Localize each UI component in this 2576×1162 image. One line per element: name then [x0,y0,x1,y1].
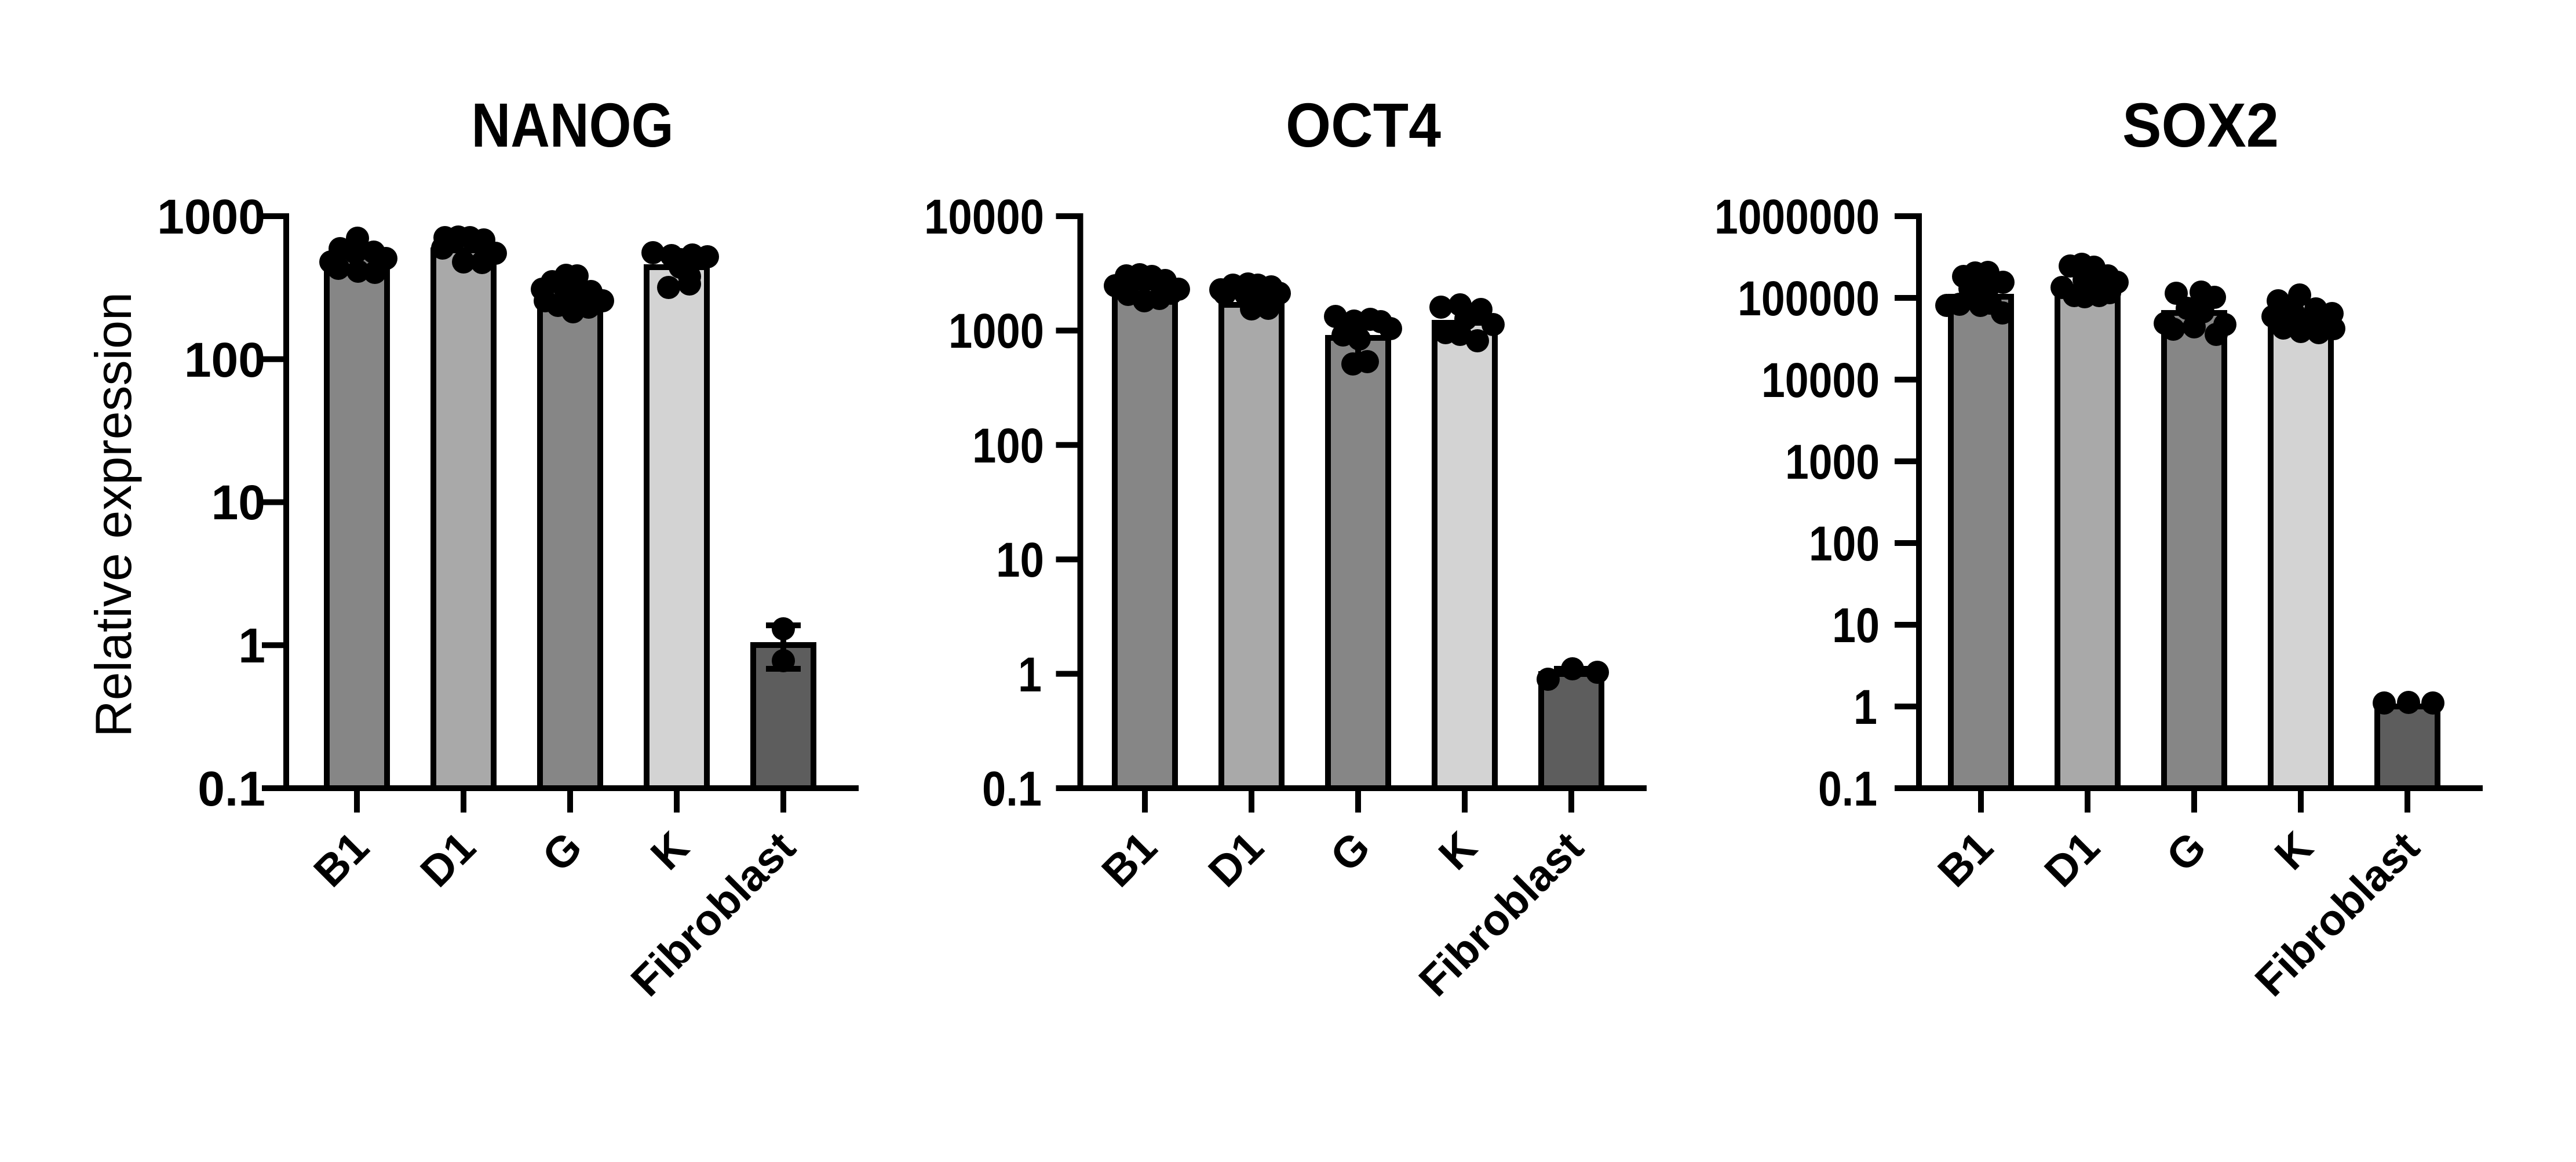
svg-text:10000: 10000 [924,190,1044,244]
svg-text:100: 100 [184,333,265,387]
svg-text:100: 100 [972,418,1044,473]
svg-text:0.1: 0.1 [982,762,1042,816]
svg-text:1: 1 [1853,680,1877,734]
svg-text:1000: 1000 [1785,435,1880,489]
svg-text:1000: 1000 [157,190,265,244]
svg-text:10: 10 [211,475,265,530]
svg-text:100: 100 [1809,516,1880,571]
svg-text:1000: 1000 [948,304,1044,358]
svg-text:1000000: 1000000 [1714,190,1880,244]
svg-text:NANOG: NANOG [472,90,674,160]
svg-text:Relative expression: Relative expression [85,292,142,737]
svg-text:10000: 10000 [1761,353,1880,407]
svg-text:10: 10 [996,533,1044,587]
svg-text:OCT4: OCT4 [1286,90,1441,160]
svg-text:0.1: 0.1 [198,762,265,816]
svg-text:1: 1 [1018,647,1042,702]
svg-text:0.1: 0.1 [1818,762,1877,816]
svg-text:10: 10 [1832,598,1880,653]
svg-text:100000: 100000 [1738,271,1880,326]
svg-text:SOX2: SOX2 [2122,90,2279,160]
svg-text:1: 1 [238,618,265,673]
